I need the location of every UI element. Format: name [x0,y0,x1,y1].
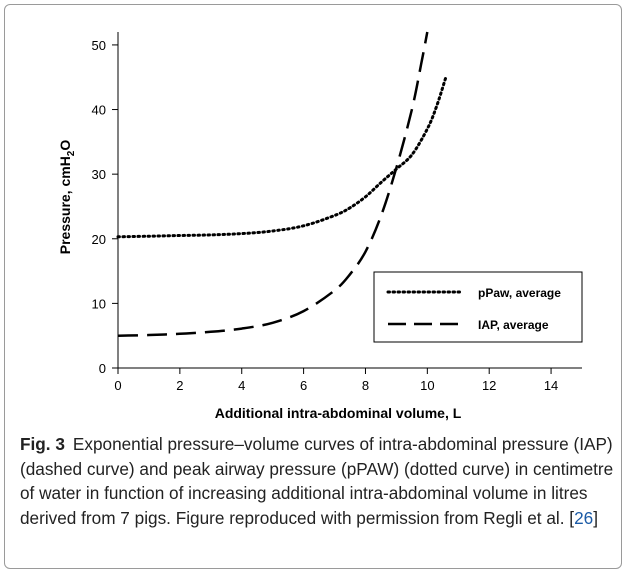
x-tick-label: 4 [238,378,245,393]
figure-caption: Fig. 3 Exponential pressure–volume curves… [20,432,614,530]
pressure-volume-chart: 0 2 4 6 8 10 12 14 0 10 20 30 40 50 Additional intra… [57,31,583,421]
series-line-pPaw [116,75,448,239]
y-axis-label-main: Pressure, cmH [57,156,73,254]
legend-label-IAP: IAP, average [478,318,549,332]
y-ticks: 0 10 20 30 40 50 [92,38,118,376]
y-axis-label: Pressure, cmH2O [57,140,77,255]
x-tick-label: 12 [482,378,496,393]
reference-link[interactable]: 26 [574,507,594,528]
legend-box [373,271,583,343]
y-tick-label: 20 [92,232,106,247]
x-tick-label: 2 [176,378,183,393]
x-tick-label: 10 [420,378,434,393]
y-tick-label: 0 [99,361,106,376]
legend-label-pPaw: pPaw, average [478,286,561,300]
axes [117,32,582,369]
x-axis-label: Additional intra-abdominal volume, L [215,405,462,421]
y-axis-label-tail: O [57,140,73,151]
x-tick-label: 6 [300,378,307,393]
y-tick-label: 40 [92,103,106,118]
caption-tail: ] [593,507,598,528]
x-tick-label: 8 [362,378,369,393]
x-ticks: 0 2 4 6 8 10 12 14 [114,368,558,393]
y-tick-label: 30 [92,167,106,182]
x-tick-label: 14 [544,378,558,393]
caption-text: Exponential pressure–volume curves of in… [20,434,614,528]
y-axis-label-subscript: 2 [66,150,77,156]
series-line-IAP [117,31,429,337]
x-tick-label: 0 [114,378,121,393]
y-tick-label: 10 [92,296,106,311]
caption-label: Fig. 3 [20,434,65,454]
plot-area [116,31,448,337]
y-tick-label: 50 [92,38,106,53]
legend: pPaw, average IAP, average [373,271,583,343]
